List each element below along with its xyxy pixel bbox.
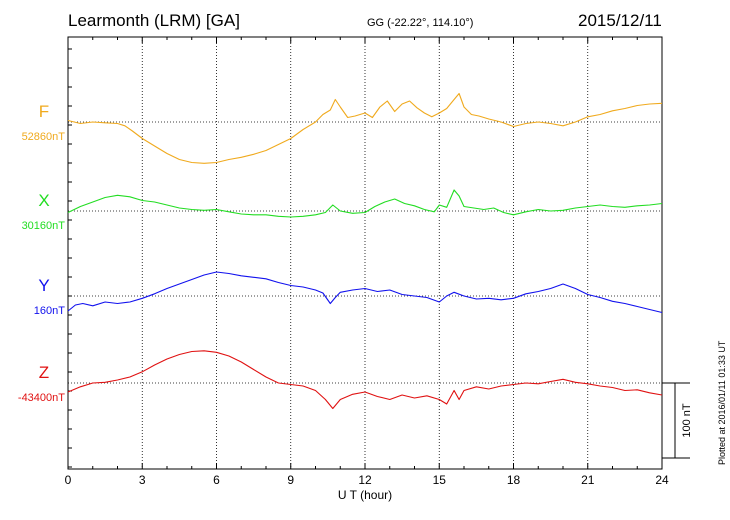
series-name-z: Z	[39, 363, 49, 382]
x-tick-label: 15	[433, 473, 447, 487]
scale-bar-label: 100 nT	[681, 403, 693, 438]
date-label: 2015/12/11	[578, 11, 662, 30]
series-name-y: Y	[38, 276, 49, 295]
x-tick-label: 24	[655, 473, 669, 487]
series-name-x: X	[38, 191, 49, 210]
baseline-label-z: -43400nT	[18, 392, 65, 404]
coordinates-label: GG (-22.22°, 114.10°)	[367, 17, 474, 29]
series-name-f: F	[39, 102, 49, 121]
station-title: Learmonth (LRM) [GA]	[68, 11, 240, 30]
x-tick-label: 6	[213, 473, 220, 487]
x-tick-label: 0	[65, 473, 72, 487]
baseline-label-f: 52860nT	[22, 131, 66, 143]
x-tick-label: 18	[507, 473, 521, 487]
x-axis-label: U T (hour)	[338, 488, 392, 502]
x-tick-label: 12	[358, 473, 372, 487]
series-line-x	[67, 189, 663, 218]
x-tick-label: 21	[581, 473, 595, 487]
series-line-y	[67, 271, 663, 314]
series-line-z	[67, 350, 663, 410]
series-line-f	[67, 92, 663, 164]
x-tick-label: 3	[139, 473, 146, 487]
baseline-label-y: 160nT	[34, 305, 65, 317]
baseline-label-x: 30160nT	[22, 220, 66, 232]
x-tick-label: 9	[287, 473, 294, 487]
